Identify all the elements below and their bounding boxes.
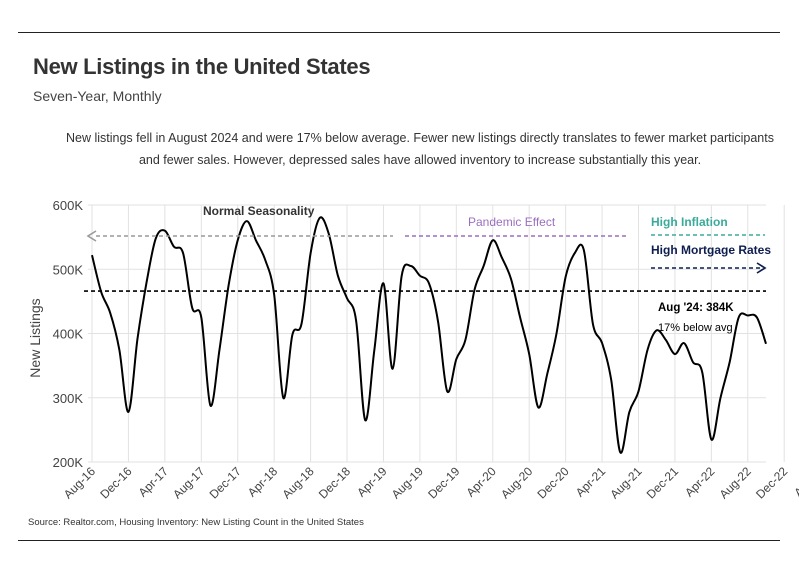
y-axis: 200K 300K 400K 500K 600K [53,198,84,470]
callout-title: Aug '24: 384K [658,302,734,314]
annotation-high-mortgage-rates: High Mortgage Rates [651,243,771,257]
x-tick-label: Dec-18 [316,464,353,501]
y-tick-label: 400K [53,327,84,342]
x-tick-label: Apr-23 [791,464,799,500]
annotation-pandemic-effect: Pandemic Effect [468,215,556,229]
chart-subtitle: Seven-Year, Monthly [33,88,162,104]
x-tick-label: Apr-22 [682,464,718,500]
chart-title: New Listings in the United States [33,54,371,79]
y-axis-label: New Listings [27,298,43,377]
x-tick-label: Aug-22 [717,464,754,501]
new-listings-series-line [91,216,767,454]
source-note: Source: Realtor.com, Housing Inventory: … [28,517,364,528]
chart-description: New listings fell in August 2024 and wer… [66,131,774,167]
top-rule [18,32,780,33]
x-tick-label: Apr-19 [354,464,390,500]
x-tick-label: Dec-20 [534,464,571,501]
high-mortgage-rates-arrowhead [756,262,767,274]
x-tick-label: Dec-21 [644,464,681,501]
x-tick-label: Apr-20 [464,464,500,500]
x-tick-label: Apr-17 [136,464,172,500]
y-tick-label: 200K [53,455,84,470]
callout-text: 17% below avg [658,322,733,334]
x-tick-label: Apr-21 [573,464,609,500]
y-tick-label: 500K [53,262,84,277]
annotation-normal-seasonality: Normal Seasonality [203,204,315,218]
x-tick-label: Dec-16 [97,464,134,501]
x-tick-label: Dec-19 [425,464,462,501]
y-tick-label: 300K [53,391,84,406]
x-tick-label: Apr-18 [245,464,281,500]
x-tick-label: Aug-21 [607,464,644,501]
bottom-rule [18,540,780,541]
annotation-high-inflation: High Inflation [651,215,728,229]
x-tick-label: Aug-20 [498,464,535,501]
normal-seasonality-arrowhead [86,230,97,242]
x-tick-label: Aug-19 [389,464,426,501]
y-tick-label: 600K [53,198,84,213]
x-axis: Aug-16 Dec-16 Apr-17 Aug-17 Dec-17 Apr-18 Aug-… [61,464,799,501]
x-tick-label: Aug-18 [279,464,316,501]
x-tick-label: Dec-17 [207,464,244,501]
x-tick-label: Dec-22 [753,464,790,501]
x-tick-label: Aug-17 [170,464,207,501]
